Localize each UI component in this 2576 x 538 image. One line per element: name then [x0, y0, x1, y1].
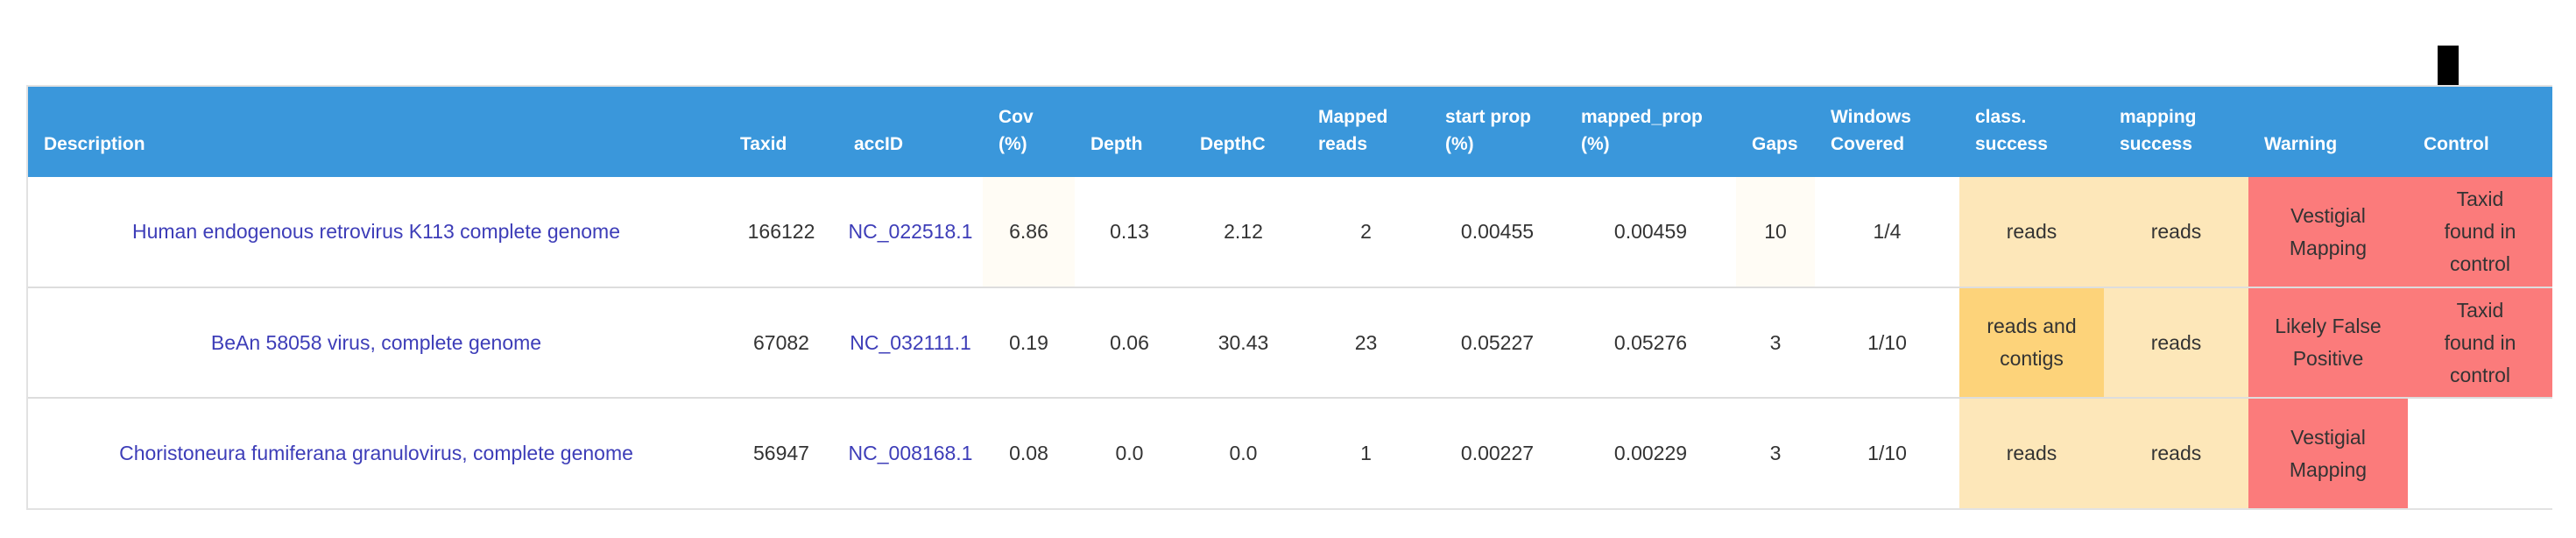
taxid-cell: 67082	[724, 287, 838, 398]
description-link[interactable]: Choristoneura fumiferana granulovirus, c…	[119, 442, 633, 464]
col-label: mapped_prop (%)	[1581, 107, 1703, 154]
mapped-prop-cell: 0.00459	[1613, 220, 1688, 243]
col-label: Gaps	[1752, 134, 1798, 154]
description-cell[interactable]: Choristoneura fumiferana granulovirus, c…	[28, 397, 724, 508]
accid-link[interactable]: NC_022518.1	[848, 220, 973, 243]
col-description[interactable]: Description	[28, 87, 724, 177]
control-cell: Taxid found in control	[2408, 177, 2552, 287]
cov-cell: 0.19	[983, 287, 1075, 398]
col-warning[interactable]: Warning	[2248, 87, 2408, 177]
description-link[interactable]: Human endogenous retrovirus K113 complet…	[131, 220, 621, 243]
col-label: DepthC	[1200, 134, 1266, 154]
mapped-prop-cell: 0.00229	[1565, 397, 1736, 508]
col-label: Depth	[1090, 134, 1143, 154]
mapped-reads-cell: 2	[1360, 220, 1372, 243]
col-label: Taxid	[740, 134, 787, 154]
control-cell: Taxid found in control	[2408, 287, 2552, 398]
windows-covered-cell: 1/10	[1815, 287, 1959, 398]
gaps-cell: 10	[1736, 177, 1815, 287]
col-accid[interactable]: accID	[838, 87, 983, 177]
mapped-prop-cell: 0.05276	[1565, 287, 1736, 398]
taxid-cell: 56947	[724, 397, 838, 508]
accid-cell[interactable]: NC_032111.1	[838, 287, 983, 398]
col-gaps[interactable]: Gaps	[1736, 87, 1815, 177]
col-control[interactable]: Control	[2408, 87, 2552, 177]
col-depth[interactable]: Depth	[1075, 87, 1184, 177]
depthc-cell: 30.43	[1184, 287, 1302, 398]
start-prop-cell: 0.00227	[1429, 397, 1565, 508]
class-success-cell: reads and contigs	[1959, 287, 2104, 398]
start-prop-cell: 0.05227	[1429, 287, 1565, 398]
class-success-cell: reads	[1959, 397, 2104, 508]
table-row: BeAn 58058 virus, complete genome 67082 …	[28, 287, 2552, 398]
mapping-success-cell: reads	[2104, 177, 2248, 287]
accid-cell[interactable]: NC_008168.1	[838, 397, 983, 508]
gaps-cell: 3	[1736, 287, 1815, 398]
depthc-cell: 0.0	[1184, 397, 1302, 508]
accid-link[interactable]: NC_008168.1	[848, 442, 973, 464]
col-class-success[interactable]: class. success	[1959, 87, 2104, 177]
depth-cell: 0.0	[1075, 397, 1184, 508]
description-cell[interactable]: Human endogenous retrovirus K113 complet…	[28, 177, 724, 287]
gaps-cell: 3	[1736, 397, 1815, 508]
windows-covered-cell: 1/10	[1815, 397, 1959, 508]
col-mapped-reads[interactable]: Mapped reads	[1302, 87, 1429, 177]
depth-cell: 0.13	[1110, 220, 1149, 243]
col-mapped-prop[interactable]: mapped_prop (%)	[1565, 87, 1736, 177]
col-label: Cov (%)	[999, 107, 1034, 154]
header-row: Description Taxid accID Cov (%) Depth De…	[28, 87, 2552, 177]
mapping-success-cell: reads	[2104, 287, 2248, 398]
col-label: Control	[2424, 134, 2489, 154]
description-link[interactable]: BeAn 58058 virus, complete genome	[210, 330, 542, 354]
col-mapping-success[interactable]: mapping success	[2104, 87, 2248, 177]
control-cell	[2408, 397, 2552, 508]
cov-cell: 6.86	[983, 177, 1075, 287]
warning-cell: Vestigial Mapping	[2248, 177, 2408, 287]
cov-cell: 0.08	[983, 397, 1075, 508]
table-row: Choristoneura fumiferana granulovirus, c…	[28, 397, 2552, 508]
results-table-container: Description Taxid accID Cov (%) Depth De…	[26, 85, 2552, 510]
col-windows-covered[interactable]: Windows Covered	[1815, 87, 1959, 177]
warning-cell: Vestigial Mapping	[2248, 397, 2408, 508]
col-label: mapping success	[2120, 107, 2197, 154]
col-label: accID	[854, 134, 904, 154]
description-cell[interactable]: BeAn 58058 virus, complete genome	[28, 287, 724, 398]
taxid-cell: 166122	[747, 220, 815, 243]
col-label: Windows Covered	[1831, 107, 1911, 154]
col-depthc[interactable]: DepthC	[1184, 87, 1302, 177]
start-prop-cell: 0.00455	[1460, 220, 1535, 243]
col-label: start prop (%)	[1445, 107, 1532, 154]
col-label: Mapped reads	[1318, 107, 1388, 154]
col-start-prop[interactable]: start prop (%)	[1429, 87, 1565, 177]
col-label: Warning	[2264, 134, 2338, 154]
table-row: Human endogenous retrovirus K113 complet…	[28, 177, 2552, 287]
mapping-success-cell: reads	[2104, 397, 2248, 508]
mapped-reads-cell: 23	[1302, 287, 1429, 398]
col-taxid[interactable]: Taxid	[724, 87, 838, 177]
depthc-cell: 2.12	[1224, 220, 1263, 243]
col-label: class. success	[1975, 107, 2048, 154]
accid-cell[interactable]: NC_022518.1	[838, 177, 983, 287]
class-success-cell: reads	[1959, 177, 2104, 287]
results-table: Description Taxid accID Cov (%) Depth De…	[28, 87, 2552, 508]
col-label: Description	[44, 134, 145, 154]
warning-cell: Likely False Positive	[2248, 287, 2408, 398]
accid-link[interactable]: NC_032111.1	[850, 330, 971, 354]
col-cov[interactable]: Cov (%)	[983, 87, 1075, 177]
mapped-reads-cell: 1	[1302, 397, 1429, 508]
depth-cell: 0.06	[1075, 287, 1184, 398]
windows-covered-cell: 1/4	[1873, 220, 1902, 243]
